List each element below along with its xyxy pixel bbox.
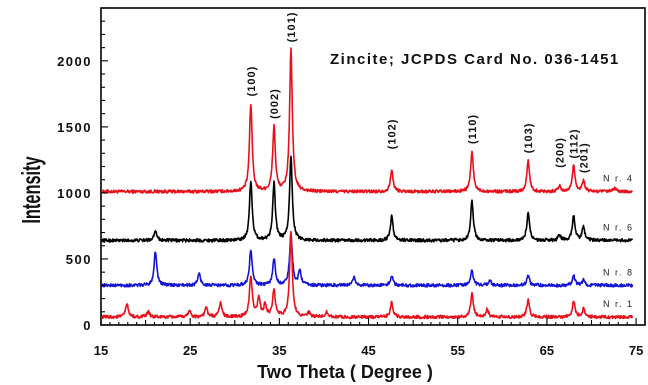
labels-layer: (100) (002) (101) (102) (110) (103) (200) (112)… (246, 12, 591, 173)
series-line (101, 232, 634, 288)
peak-label: (112) (569, 128, 581, 158)
x-tick-label: 75 (629, 343, 643, 358)
x-tick-label: 55 (450, 343, 464, 358)
x-tick-label: 65 (540, 343, 554, 358)
peak-label: (103) (523, 123, 535, 154)
series-line (101, 155, 634, 243)
series-label: N r. 1 (603, 299, 634, 309)
series-label: N r. 6 (603, 223, 634, 233)
y-tick-label: 0 (83, 318, 92, 333)
y-tick-label: 1500 (57, 120, 92, 135)
series-layer: N r. 4 N r. 6 N r. 8 N r. 1 (101, 47, 634, 320)
x-axis-title: Two Theta ( Degree ) (257, 362, 433, 382)
y-axis-title: Intensity (16, 156, 46, 224)
series-line (101, 47, 634, 194)
card-annotation: Zincite; JCPDS Card No. 036-1451 (330, 51, 620, 68)
y-tick-label: 1000 (57, 186, 92, 201)
x-tick-label: 15 (94, 343, 108, 358)
series-label: N r. 4 (603, 174, 634, 184)
x-tick-label: 45 (361, 343, 375, 358)
ticks-layer: 15 25 35 45 55 65 75 0 500 1000 1500 2000 (57, 7, 646, 358)
y-tick-label: 500 (66, 252, 92, 267)
y-tick-label: 2000 (57, 54, 92, 69)
peak-label: (110) (467, 114, 479, 144)
x-tick-label: 35 (272, 343, 286, 358)
x-tick-label: 25 (183, 343, 197, 358)
peak-label: (201) (578, 142, 590, 173)
series-line (101, 230, 634, 320)
peak-label: (002) (269, 88, 281, 119)
peak-label: (100) (246, 66, 258, 97)
series-label: N r. 8 (603, 267, 634, 277)
peak-label: (102) (387, 119, 399, 150)
peak-label: (200) (554, 137, 566, 168)
peak-label: (101) (286, 12, 298, 43)
